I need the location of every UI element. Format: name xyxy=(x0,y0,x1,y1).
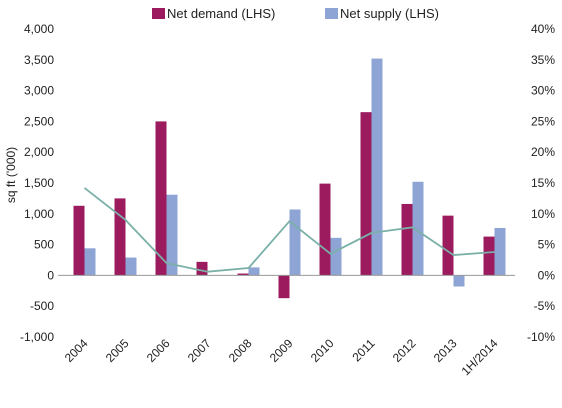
y2-tick-label: -5% xyxy=(534,299,556,313)
y2-tick-label: 40% xyxy=(531,22,555,36)
y-tick-label: 500 xyxy=(34,238,54,252)
y-axis-title: sq ft ('000) xyxy=(4,147,18,203)
x-axis-labels: 2004 2005 2006 2007 2008 2009 2010 2011 2012 2013… xyxy=(62,336,501,378)
line-series xyxy=(83,187,495,273)
x-tick-label: 2012 xyxy=(390,336,419,365)
y2-tick-label: 30% xyxy=(531,84,555,98)
y-tick-label: 2,000 xyxy=(24,145,54,159)
y2-tick-label: 10% xyxy=(531,207,555,221)
legend-swatch-net-demand xyxy=(152,8,165,19)
net-demand-bar xyxy=(360,112,372,276)
net-supply-bar xyxy=(166,194,178,276)
net-demand-bar xyxy=(442,215,454,276)
y-tick-label: 2,500 xyxy=(24,114,54,128)
net-supply-bar xyxy=(289,209,301,276)
y2-tick-label: 0% xyxy=(538,268,556,282)
y-tick-label: 4,000 xyxy=(24,22,54,36)
net-demand-bar xyxy=(278,275,290,299)
net-supply-bar xyxy=(371,58,383,276)
x-tick-label: 2008 xyxy=(226,336,255,365)
x-tick-label: 2006 xyxy=(144,336,173,365)
net-supply-bar xyxy=(330,237,342,276)
y2-tick-label: 25% xyxy=(531,114,555,128)
y-tick-label: 1,500 xyxy=(24,176,54,190)
y2-tick-label: 15% xyxy=(531,176,555,190)
net-supply-bar xyxy=(494,227,506,276)
legend-swatch-net-supply xyxy=(325,8,338,19)
net-demand-bar xyxy=(483,236,495,276)
y-tick-label: 0 xyxy=(47,268,54,282)
net-demand-bar xyxy=(237,273,249,276)
y2-tick-label: 5% xyxy=(538,238,556,252)
net-supply-bar xyxy=(125,257,137,276)
y2-tick-label: -10% xyxy=(527,330,555,344)
x-tick-label: 2010 xyxy=(308,336,337,365)
net-demand-bar xyxy=(196,261,208,276)
y-tick-label: -500 xyxy=(30,299,54,313)
y-tick-label: -1,000 xyxy=(20,330,54,344)
legend: Net demand (LHS) Net supply (LHS) xyxy=(152,6,439,21)
legend-label-net-supply: Net supply (LHS) xyxy=(340,6,439,21)
x-tick-label: 1H/2014 xyxy=(459,336,501,378)
net-demand-bar xyxy=(155,121,167,276)
y-tick-label: 1,000 xyxy=(24,207,54,221)
x-tick-label: 2009 xyxy=(267,336,296,365)
x-tick-label: 2013 xyxy=(431,336,460,365)
x-tick-label: 2005 xyxy=(103,336,132,365)
net-demand-bar xyxy=(73,205,85,276)
x-tick-label: 2011 xyxy=(349,336,377,364)
net-demand-bar xyxy=(114,198,126,276)
net-demand-bar xyxy=(401,203,413,276)
legend-label-net-demand: Net demand (LHS) xyxy=(167,6,275,21)
x-tick-label: 2007 xyxy=(185,336,214,365)
net-supply-bar xyxy=(248,267,260,276)
left-axis-ticks: -1,000 -500 0 500 1,000 1,500 2,000 2,500 3,000 3… xyxy=(20,22,54,344)
y2-tick-label: 20% xyxy=(531,145,555,159)
right-axis-ticks: -10% -5% 0% 5% 10% 15% 20% 25% 30% 35% 40% xyxy=(527,22,555,344)
net-line xyxy=(83,187,495,273)
y-tick-label: 3,000 xyxy=(24,84,54,98)
bars xyxy=(73,58,506,299)
net-demand-bar xyxy=(319,183,331,276)
net-supply-bar xyxy=(412,181,424,276)
net-supply-bar xyxy=(453,275,465,287)
x-tick-label: 2004 xyxy=(62,336,91,365)
y2-tick-label: 35% xyxy=(531,53,555,67)
y-tick-label: 3,500 xyxy=(24,53,54,67)
net-supply-bar xyxy=(84,248,96,276)
